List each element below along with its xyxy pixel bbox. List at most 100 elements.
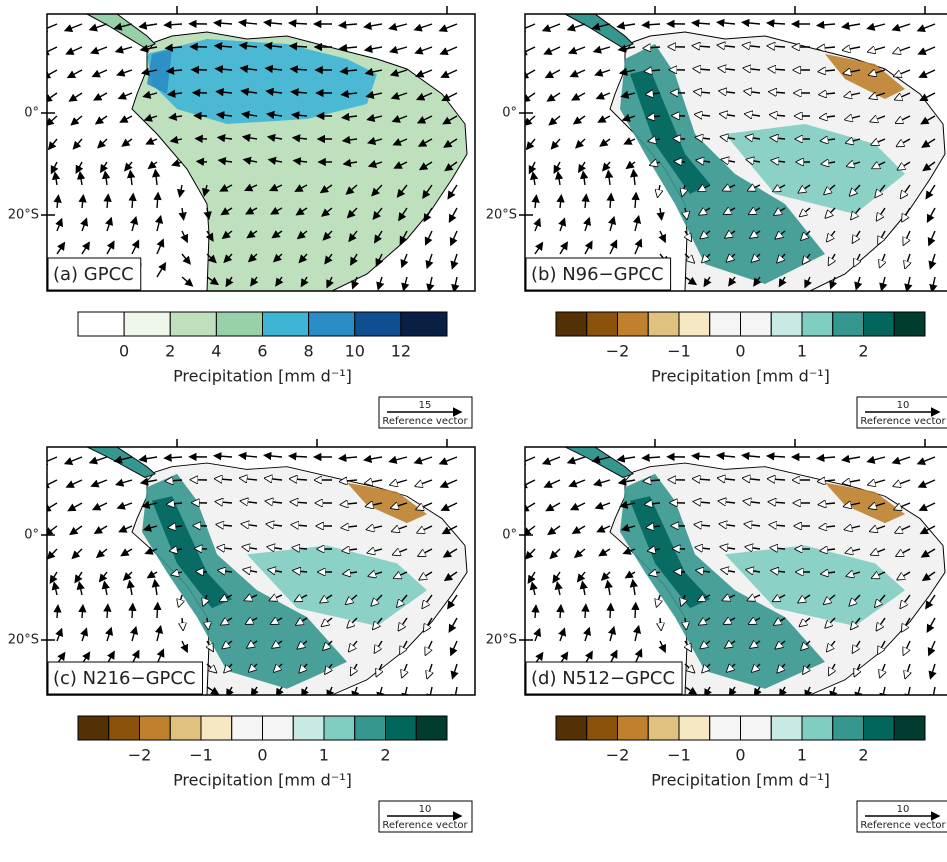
wind-vector [76,581,85,596]
wind-vector [376,276,385,291]
wind-vector [243,547,258,549]
colorbar-box [832,311,864,337]
wind-vector [554,170,564,186]
wind-vector [855,663,860,676]
map-panel [525,447,947,695]
colorbar-box [354,715,386,741]
wind-vector [851,207,861,219]
colorbar-tick-label: 8 [304,342,314,361]
wind-vector [822,572,836,574]
wind-vector [373,617,383,629]
colorbar-tick-label: 6 [257,342,267,361]
precip-patch [630,69,710,194]
wind-vector [90,479,108,488]
wind-vector [105,626,114,642]
wind-vector [342,158,358,168]
wind-vector [397,594,408,607]
colorbar-tick-label: 12 [391,342,411,361]
wind-vector [879,686,888,695]
wind-vector [179,594,182,606]
wind-vector [163,453,183,462]
wind-vector [166,480,183,481]
wind-vector [765,19,786,28]
reference-label: Reference vector [860,820,946,831]
wind-vector [295,207,308,216]
colorbar-title: Precipitation [mm d⁻¹] [651,367,830,386]
wind-vector [544,69,561,79]
wind-vector [744,501,761,503]
wind-vector [559,241,568,255]
wind-vector [300,276,309,288]
wind-vector [391,503,408,508]
wind-vector [424,617,433,631]
wind-vector [869,480,886,485]
wind-vector [241,133,258,143]
precip-patch [347,482,427,524]
wind-vector [920,115,936,125]
wind-vector [533,627,542,642]
wind-vector [206,276,220,286]
wind-vector [441,92,458,102]
map-frame [524,446,947,696]
wind-vector [289,65,308,74]
wind-vector [422,184,433,199]
wind-vector [866,455,886,464]
wind-vector [290,111,308,120]
wind-vector [266,110,283,120]
wind-vector [244,570,258,572]
wind-vector [416,115,433,124]
wind-vector [215,111,233,120]
wind-vector [101,170,111,186]
wind-vector [926,207,936,224]
wind-vector [724,208,736,214]
wind-vector [418,161,433,171]
wind-vector [129,625,139,642]
colorbar-tick-label: 2 [165,342,175,361]
wind-vector [292,525,308,526]
wind-vector [660,617,661,630]
wind-vector [47,502,58,512]
wind-vector [720,524,736,526]
wind-vector [681,594,685,605]
wind-vector [215,479,233,480]
latitude-label: 0° [502,528,517,543]
wind-vector [426,640,433,655]
wind-vector [398,207,408,222]
wind-vector [265,478,283,480]
wind-vector [68,92,83,102]
wind-vector [847,572,861,576]
colorbar-box [770,311,803,337]
wind-vector [718,45,736,47]
wind-vector [541,23,561,32]
wind-vector [894,69,911,76]
wind-vector [450,663,459,680]
wind-vector [770,92,786,93]
wind-vector [573,548,586,559]
panel-label-box [47,661,204,695]
wind-vector [367,526,383,530]
wind-vector [871,549,886,555]
wind-vector [294,571,308,572]
wind-vector [576,571,586,583]
wind-vector [921,138,936,148]
wind-vector [401,276,410,291]
wind-vector [725,641,736,648]
wind-vector [117,91,133,100]
latitude-label: 20°S [8,208,39,223]
wind-vector [746,547,761,549]
wind-vector [566,456,586,465]
wind-vector [629,168,639,186]
wind-vector [263,451,283,461]
wind-vector [591,455,611,464]
wind-vector [870,526,886,531]
wind-vector [178,207,187,221]
wind-vector [725,231,736,238]
wind-vector [872,572,886,578]
wind-vector [351,663,357,675]
colorbar-tick-label: −2 [606,746,630,765]
colorbar-box [215,311,263,337]
isthmus [86,14,156,49]
reference-value: 10 [897,400,910,411]
precip-patch [725,124,905,214]
wind-vector [151,168,161,186]
